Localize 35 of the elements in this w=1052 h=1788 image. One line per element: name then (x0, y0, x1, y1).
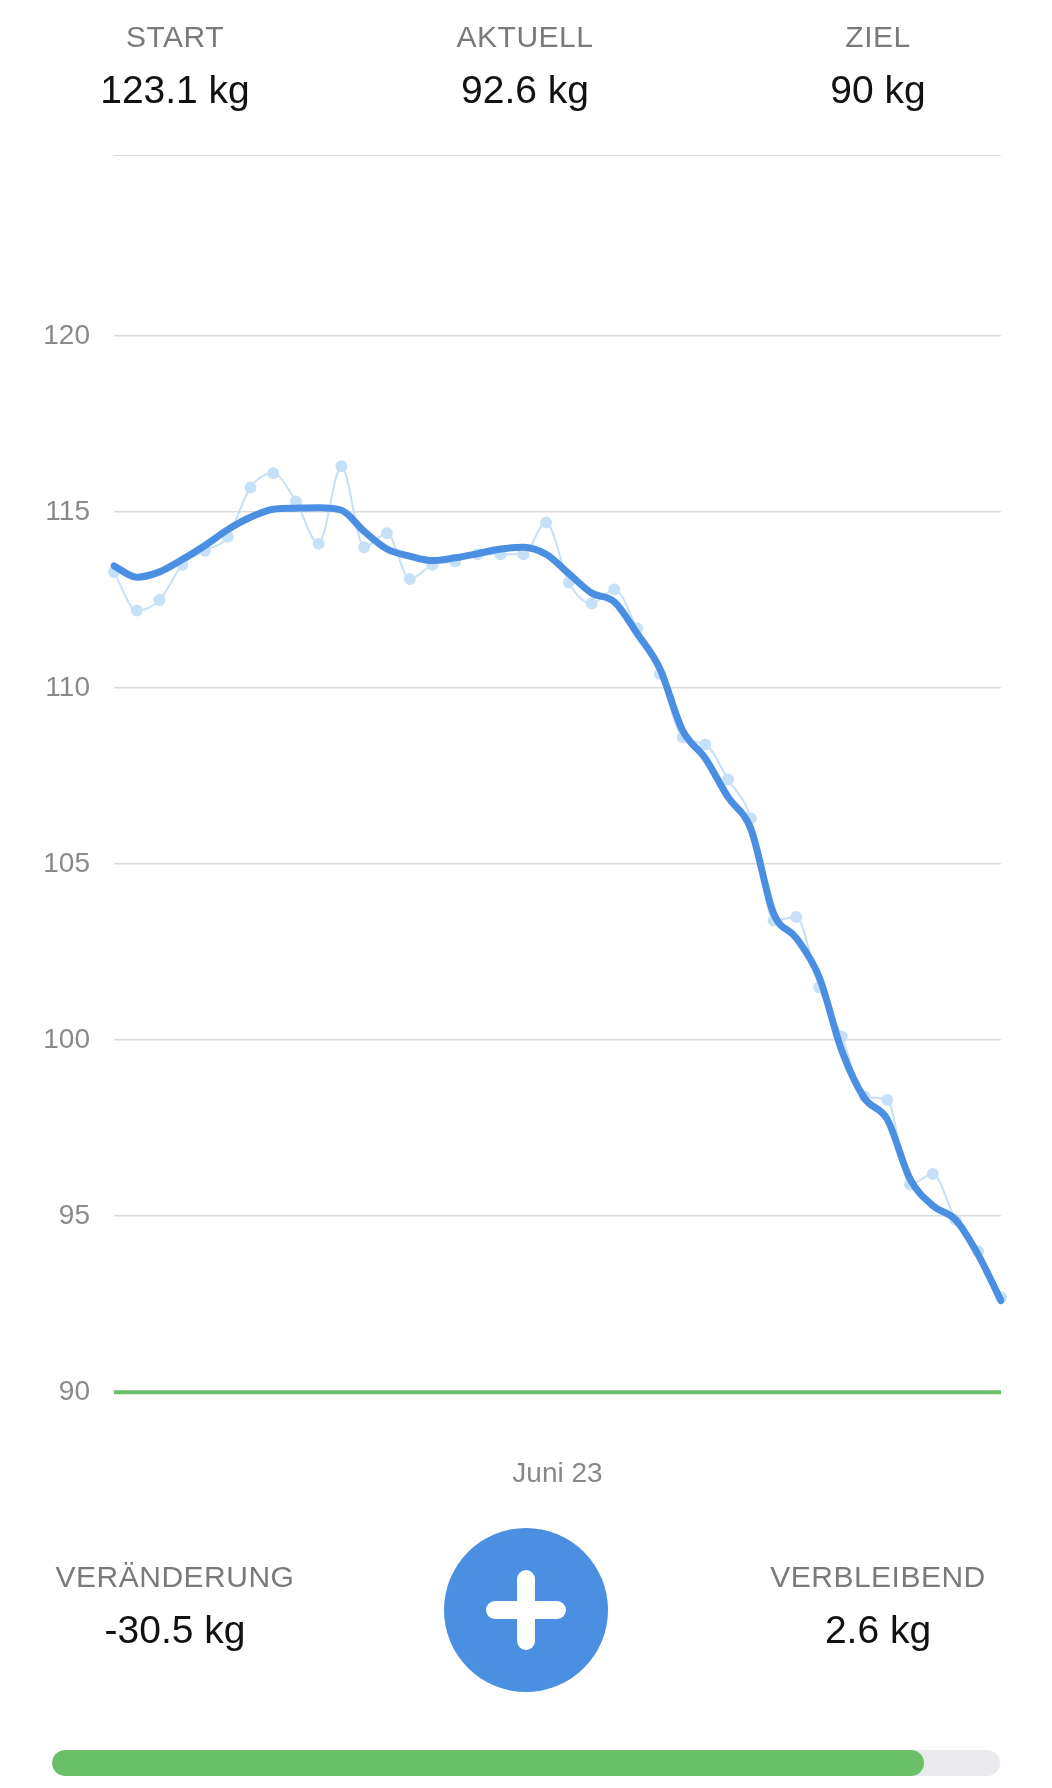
y-tick-label: 110 (45, 670, 90, 702)
point (244, 481, 257, 494)
point (403, 572, 416, 585)
point (130, 604, 143, 617)
y-tick-label: 95 (58, 1198, 90, 1230)
text: ZIEL (844, 20, 912, 54)
text: START (124, 20, 226, 54)
x-axis-title: Juni 23 (512, 1456, 603, 1488)
point (335, 460, 348, 473)
point (380, 527, 393, 540)
point (881, 1093, 894, 1106)
point (722, 773, 735, 786)
text: 92.6 kg (460, 68, 590, 112)
point (267, 467, 280, 480)
point (926, 1167, 939, 1180)
text: AKTUELL (455, 20, 595, 54)
point (608, 583, 621, 596)
y-tick-label: 115 (45, 494, 90, 526)
point (790, 910, 803, 923)
point (699, 738, 712, 751)
text: 90 kg (829, 68, 927, 112)
y-tick-label: 100 (43, 1022, 90, 1054)
point (312, 537, 325, 550)
y-tick-label: 105 (43, 846, 90, 878)
text: 123.1 kg (99, 68, 251, 112)
text: VERÄNDERUNG (54, 1560, 296, 1594)
point (358, 541, 371, 554)
y-tick-label: 90 (58, 1374, 90, 1406)
point (540, 516, 553, 529)
text: -30.5 kg (103, 1608, 247, 1652)
text: 2.6 kg (823, 1608, 933, 1652)
text: VERBLEIBEND (769, 1560, 987, 1594)
y-tick-label: 120 (43, 318, 90, 350)
point (585, 597, 598, 610)
point (153, 594, 166, 607)
